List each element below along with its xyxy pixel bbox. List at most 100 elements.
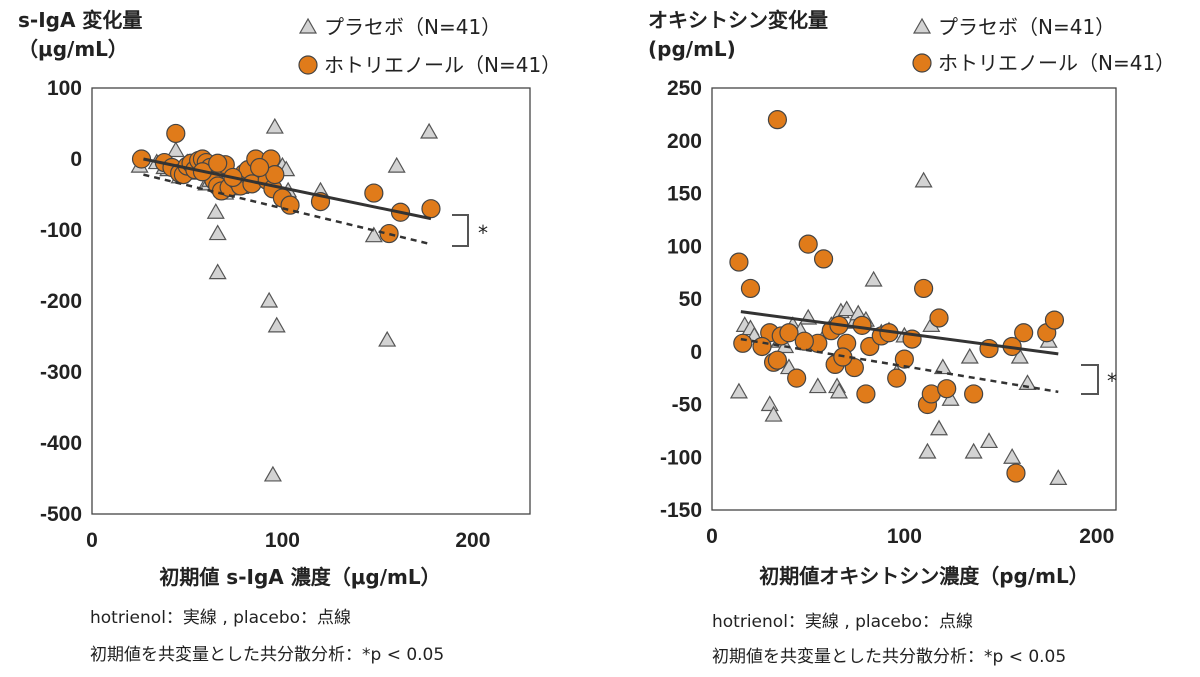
placebo-point bbox=[267, 316, 286, 333]
legend-placebo-label: プラセボ（N=41） bbox=[938, 15, 1115, 39]
legend: プラセボ（N=41） ホトリエノール（N=41） bbox=[298, 15, 561, 77]
hotrienol-regression-line bbox=[143, 157, 432, 221]
hotrienol-point bbox=[1006, 463, 1026, 483]
placebo-point bbox=[837, 300, 856, 317]
regression-lines bbox=[143, 157, 432, 246]
placebo-regression-line bbox=[143, 173, 432, 246]
x-tick-label: 200 bbox=[1079, 525, 1114, 548]
y-ticks: 250 200 150 100 50 0 -50 -100 -150 bbox=[660, 77, 702, 522]
placebo-point bbox=[960, 347, 979, 364]
placebo-point bbox=[808, 377, 827, 394]
hotrienol-point bbox=[208, 153, 228, 173]
placebo-point bbox=[265, 117, 284, 134]
y-tick-label: 0 bbox=[690, 341, 702, 364]
hotrienol-point bbox=[852, 315, 872, 335]
hotrienol-point bbox=[752, 336, 772, 357]
x-tick-label: 0 bbox=[706, 525, 718, 548]
y-tick-label: 150 bbox=[667, 183, 702, 206]
y-tick-label: 0 bbox=[70, 148, 82, 171]
significance-star: * bbox=[478, 221, 488, 245]
placebo-point bbox=[387, 156, 406, 173]
y-tick-label: -100 bbox=[40, 219, 82, 242]
placebo-point bbox=[918, 442, 937, 459]
x-axis-title: 初期値オキシトシン濃度（pg/mL） bbox=[759, 564, 1089, 588]
regression-lines bbox=[740, 310, 1059, 394]
hotrienol-point bbox=[964, 384, 984, 404]
placebo-point bbox=[364, 226, 383, 243]
legend-triangle-icon bbox=[298, 17, 318, 34]
plot-frame bbox=[91, 87, 531, 515]
placebo-point bbox=[166, 141, 185, 158]
hotrienol-point bbox=[364, 183, 384, 203]
hotrienol-point bbox=[856, 384, 876, 404]
chart-s-iga: s-IgA 変化量 （μg/mL） プラセボ（N=41） ホトリエノール（N=4… bbox=[18, 8, 561, 589]
placebo-point bbox=[729, 382, 748, 399]
placebo-point bbox=[263, 465, 282, 482]
placebo-point bbox=[933, 358, 952, 375]
hotrienol-point bbox=[740, 278, 761, 299]
hotrienol-point bbox=[894, 349, 914, 369]
hotrienol-point bbox=[937, 379, 957, 399]
hotrienol-point bbox=[379, 223, 399, 244]
x-axis-title: 初期値 s-IgA 濃度（μg/mL） bbox=[159, 565, 440, 589]
hotrienol-regression-line bbox=[740, 310, 1059, 356]
footnotes: hotrienol：実線 , placebo：点線 初期値を共変量とした共分散分… bbox=[90, 608, 1066, 667]
hotrienol-point bbox=[249, 157, 270, 178]
x-tick-label: 200 bbox=[455, 529, 490, 552]
placebo-point bbox=[864, 270, 883, 287]
y-tick-label: 100 bbox=[667, 235, 702, 258]
placebo-regression-line bbox=[740, 337, 1059, 394]
hotrienol-point bbox=[929, 308, 949, 328]
placebo-point bbox=[208, 224, 227, 241]
y-tick-label: 100 bbox=[47, 77, 82, 100]
y-tick-label: -50 bbox=[672, 394, 702, 417]
y-tick-label: -300 bbox=[40, 361, 82, 384]
significance-bracket bbox=[1081, 364, 1099, 395]
placebo-point bbox=[829, 382, 849, 399]
significance-bracket bbox=[452, 214, 469, 247]
hotrienol-point bbox=[914, 278, 934, 299]
hotrienol-point bbox=[798, 234, 818, 254]
y-tick-label: 200 bbox=[667, 130, 702, 153]
placebo-point bbox=[964, 442, 983, 459]
hotrienol-point bbox=[767, 350, 788, 370]
placebo-point bbox=[760, 395, 779, 412]
hotrienol-point bbox=[1014, 323, 1034, 343]
x-tick-label: 100 bbox=[887, 525, 922, 548]
hotrienol-point bbox=[779, 323, 799, 343]
placebo-point bbox=[979, 432, 999, 449]
hotrienol-point bbox=[1044, 310, 1065, 330]
significance-star: * bbox=[1107, 369, 1117, 393]
placebo-point bbox=[764, 405, 783, 422]
y-tick-label: -150 bbox=[660, 499, 702, 522]
hotrienol-point bbox=[979, 338, 999, 359]
hotrienol-point bbox=[767, 110, 788, 130]
legend-triangle-icon bbox=[912, 17, 932, 34]
chart-oxytocin: オキシトシン変化量 (pg/mL) プラセボ（N=41） ホトリエノール（N=4… bbox=[648, 8, 1175, 588]
placebo-point bbox=[208, 263, 227, 280]
placebo-point bbox=[1049, 469, 1068, 485]
hotrienol-points bbox=[729, 110, 1065, 483]
hotrienol-point bbox=[813, 249, 834, 269]
legend-circle-icon bbox=[912, 53, 932, 73]
x-ticks: 0 100 200 bbox=[86, 529, 490, 552]
plot-frame bbox=[711, 87, 1117, 511]
placebo-point bbox=[420, 122, 439, 139]
y-tick-label: -400 bbox=[40, 432, 82, 455]
footnote-statistics: 初期値を共変量とした共分散分析：*p < 0.05 bbox=[90, 645, 444, 665]
legend-placebo-label: プラセボ（N=41） bbox=[324, 15, 501, 39]
y-axis-title: オキシトシン変化量 bbox=[648, 8, 828, 32]
legend: プラセボ（N=41） ホトリエノール（N=41） bbox=[912, 15, 1175, 75]
x-ticks: 0 100 200 bbox=[706, 525, 1114, 548]
legend-circle-icon bbox=[298, 55, 318, 75]
y-tick-label: 250 bbox=[667, 77, 702, 100]
placebo-point bbox=[260, 291, 279, 308]
hotrienol-point bbox=[166, 123, 186, 144]
hotrienol-point bbox=[421, 199, 441, 219]
hotrienol-point bbox=[733, 333, 753, 353]
hotrienol-point bbox=[787, 368, 807, 388]
legend-hotrienol-label: ホトリエノール（N=41） bbox=[324, 53, 561, 77]
y-axis-unit: (pg/mL) bbox=[648, 37, 736, 61]
hotrienol-point bbox=[729, 252, 749, 272]
